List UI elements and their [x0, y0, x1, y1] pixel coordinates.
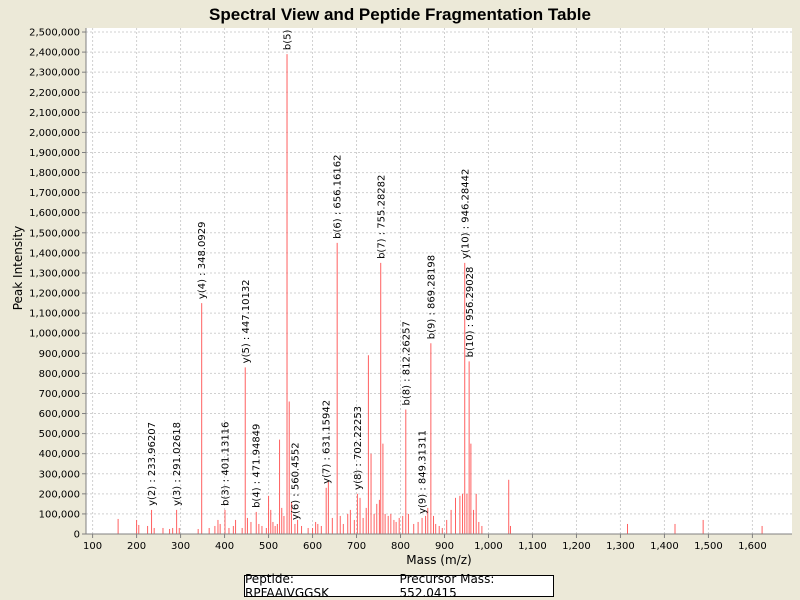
peak-annotation-label: y(5) : 447.10132 [241, 279, 252, 363]
plot-area [86, 28, 792, 534]
peak-annotation-label: y(2) : 233.96207 [147, 422, 158, 506]
x-tick-label: 1,200 [562, 541, 591, 552]
peptide-text: Peptide: RPFAAIVGGSK [245, 572, 329, 600]
y-tick-label: 1,800,000 [29, 168, 80, 179]
x-tick-label: 200 [127, 541, 146, 552]
y-tick-label: 500,000 [39, 429, 80, 440]
y-tick-label: 100,000 [39, 509, 80, 520]
grid-lines [86, 28, 792, 535]
y-tick-label: 1,200,000 [29, 289, 80, 300]
peak-annotations: y(2) : 233.96207 y(3) : 291.02618 y(4) : 3… [147, 29, 476, 519]
x-axis-label: Mass (m/z) [406, 553, 471, 567]
peak-annotation-label: y(7) : 631.15942 [322, 400, 333, 484]
y-tick-label: 2,200,000 [29, 88, 80, 99]
peak-annotation-label: b(5) [283, 29, 294, 50]
y-tick-label: 1,900,000 [29, 148, 80, 159]
y-tick-label: 600,000 [39, 409, 80, 420]
x-tick-label: 1,300 [606, 541, 635, 552]
x-tick-label: 800 [391, 541, 410, 552]
peak-annotation-label: b(9) : 869.28198 [426, 255, 437, 339]
peak-annotation-label: b(4) : 471.94849 [252, 424, 263, 508]
y-tick-label: 0 [74, 530, 80, 541]
y-tick-label: 900,000 [39, 349, 80, 360]
y-axis-label: Peak Intensity [11, 226, 25, 311]
x-tick-label: 1,100 [518, 541, 547, 552]
peak-annotation-label: y(4) : 348.0929 [197, 222, 208, 300]
y-tick-label: 2,100,000 [29, 108, 80, 119]
x-tick-label: 600 [303, 541, 322, 552]
peaks [117, 54, 763, 534]
peak-annotation-label: b(10) : 956.29028 [465, 267, 476, 358]
peptide-info-box: Peptide: RPFAAIVGGSK Precursor Mass: 552… [244, 572, 554, 600]
peak-annotation-label: b(7) : 755.28282 [376, 175, 387, 259]
peak-annotation-label: y(8) : 702.22253 [353, 406, 364, 490]
y-tick-label: 1,000,000 [29, 329, 80, 340]
y-tick-label: 300,000 [39, 469, 80, 480]
x-tick-label: 1,400 [650, 541, 679, 552]
y-tick-label: 400,000 [39, 449, 80, 460]
y-tick-label: 1,400,000 [29, 248, 80, 259]
x-tick-label: 300 [171, 541, 190, 552]
peak-annotation-label: y(9) : 849.31311 [418, 430, 429, 514]
y-tick-label: 1,700,000 [29, 188, 80, 199]
y-tick-label: 2,300,000 [29, 68, 80, 79]
precursor-mass-text: Precursor Mass: 552.0415 [399, 572, 495, 600]
y-tick-label: 2,000,000 [29, 128, 80, 139]
peak-annotation-label: b(8) : 812.26257 [401, 321, 412, 405]
x-axis-ticks: 100 200 300 400 500 600 700 800 900 1,000 1,100 1,2… [83, 534, 767, 552]
x-tick-label: 1,500 [694, 541, 723, 552]
x-tick-label: 900 [435, 541, 454, 552]
x-tick-label: 1,000 [474, 541, 503, 552]
y-tick-label: 800,000 [39, 369, 80, 380]
y-tick-label: 1,600,000 [29, 208, 80, 219]
peak-annotation-label: b(6) : 656.16162 [333, 155, 344, 239]
x-tick-label: 700 [347, 541, 366, 552]
peak-annotation-label: y(6) : 560.4552 [291, 442, 302, 520]
y-tick-label: 700,000 [39, 389, 80, 400]
peak-annotation-label: y(3) : 291.02618 [172, 422, 183, 506]
y-tick-label: 2,500,000 [29, 28, 80, 39]
y-tick-label: 1,500,000 [29, 228, 80, 239]
y-tick-label: 200,000 [39, 489, 80, 500]
peak-annotation-label: y(10) : 946.28442 [460, 169, 471, 259]
y-tick-label: 1,100,000 [29, 309, 80, 320]
chart-title: Spectral View and Peptide Fragmentation … [209, 5, 591, 24]
y-tick-label: 1,300,000 [29, 268, 80, 279]
x-tick-label: 1,600 [738, 541, 767, 552]
y-tick-label: 2,400,000 [29, 48, 80, 59]
x-tick-label: 500 [259, 541, 278, 552]
x-tick-label: 100 [83, 541, 102, 552]
peak-annotation-label: b(3) : 401.13116 [221, 422, 232, 506]
y-axis-ticks: 0 100,000 200,000 300,000 400,000 500,000 600,… [29, 28, 86, 541]
x-tick-label: 400 [215, 541, 234, 552]
